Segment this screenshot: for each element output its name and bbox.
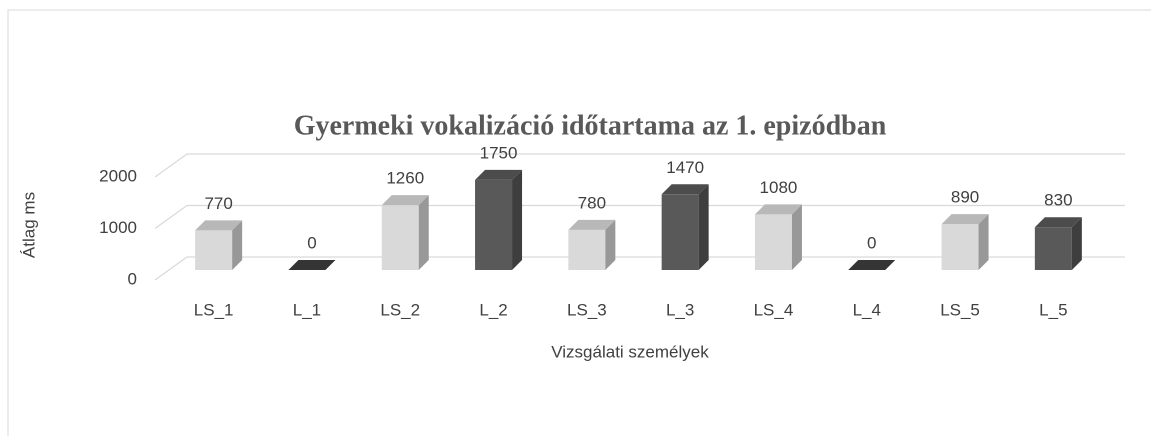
bar-top <box>475 169 523 180</box>
x-tick-label: L_5 <box>1039 300 1067 319</box>
x-tick-label: L_1 <box>293 300 321 319</box>
x-axis-label: Vizsgálati személyek <box>551 342 709 361</box>
bar-side <box>791 204 802 270</box>
data-label: 770 <box>204 194 232 213</box>
bar-front <box>941 224 979 270</box>
data-label: 0 <box>867 233 876 252</box>
bar-front <box>1034 227 1072 270</box>
data-label: 780 <box>578 193 606 212</box>
bar-side <box>978 214 989 270</box>
x-tick-label: LS_3 <box>567 300 607 319</box>
bar-front <box>754 214 792 270</box>
bar-top <box>195 220 243 231</box>
bar-top <box>288 260 336 270</box>
bar-top <box>381 195 429 206</box>
x-tick-label: L_2 <box>479 300 507 319</box>
y-axis-label: Átlag ms <box>19 192 38 258</box>
bar-front <box>661 194 699 270</box>
bar-top <box>1034 217 1082 228</box>
bar-top <box>941 214 989 225</box>
y-tick-label: 1000 <box>99 218 137 237</box>
x-tick-label: LS_1 <box>194 300 234 319</box>
bar-front <box>381 205 419 270</box>
bar-top <box>661 184 709 195</box>
bar-side <box>512 169 523 270</box>
bar-top <box>568 219 616 230</box>
bar-side <box>605 219 616 270</box>
grid-line <box>154 204 1125 229</box>
bar-top <box>848 260 896 270</box>
x-tick-label: L_3 <box>666 300 694 319</box>
grid-line <box>154 256 1125 281</box>
bar-top <box>754 204 802 215</box>
x-tick-label: LS_4 <box>754 300 794 319</box>
bar-front <box>568 229 606 270</box>
data-label: 0 <box>307 233 316 252</box>
grid-line <box>154 153 1125 178</box>
data-label: 1470 <box>666 158 704 177</box>
data-label: 1750 <box>480 143 518 162</box>
y-tick-label: 2000 <box>99 166 137 185</box>
data-label: 1080 <box>760 178 798 197</box>
data-label: 1260 <box>386 169 424 188</box>
x-tick-label: LS_2 <box>380 300 420 319</box>
bar-side <box>698 184 709 270</box>
data-label: 830 <box>1044 191 1072 210</box>
x-tick-label: LS_5 <box>940 300 980 319</box>
bar-side <box>418 195 429 270</box>
chart-title: Gyermeki vokalizáció időtartama az 1. ep… <box>294 110 887 141</box>
bar-side <box>1071 217 1082 270</box>
y-tick-label: 0 <box>128 269 137 288</box>
data-label: 890 <box>951 188 979 207</box>
bar-side <box>232 220 243 270</box>
x-tick-label: L_4 <box>853 300 881 319</box>
bar-front <box>195 230 233 270</box>
bar-front <box>475 179 513 270</box>
